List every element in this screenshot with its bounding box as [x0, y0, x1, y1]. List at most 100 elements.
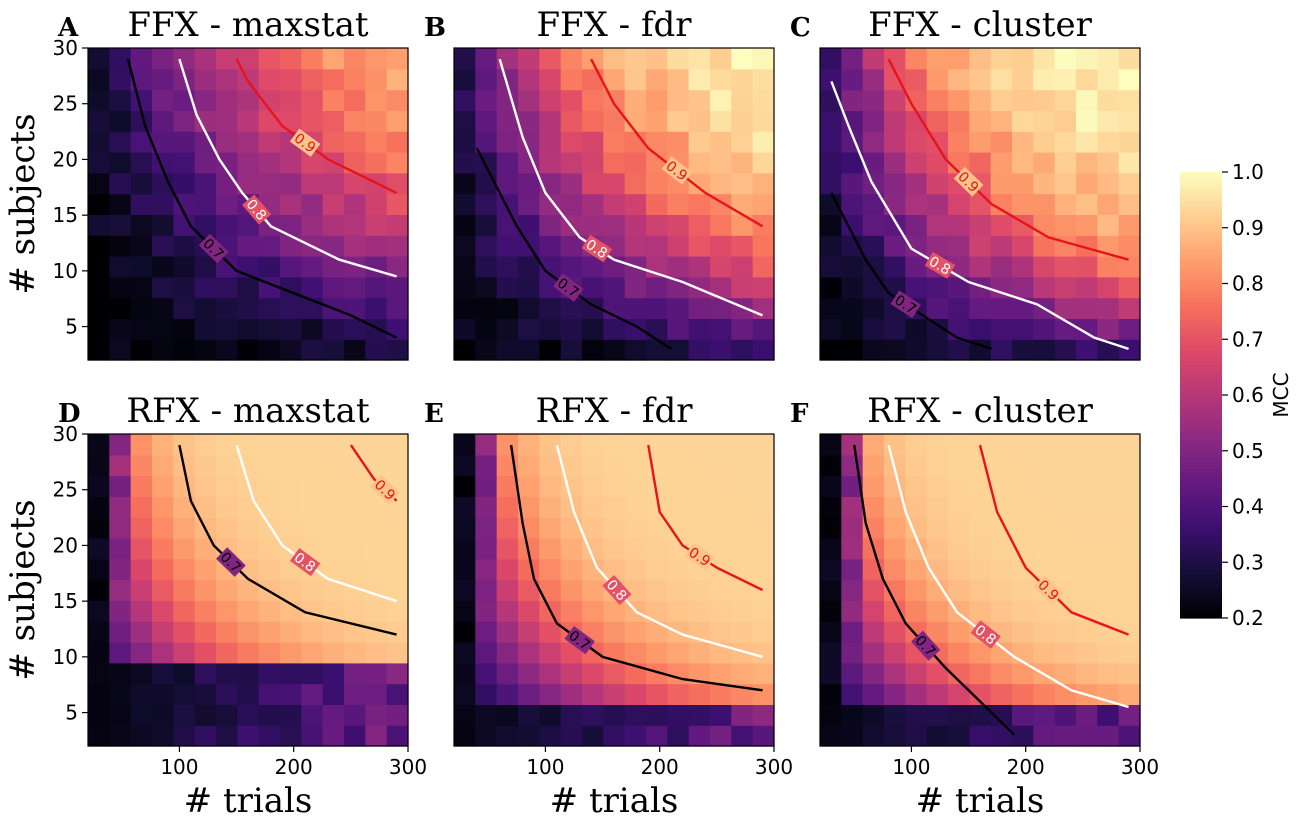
heatmap-cell — [194, 297, 217, 319]
heatmap-cell — [237, 276, 260, 299]
colorbar-segment — [1180, 603, 1222, 608]
heatmap-cell — [258, 89, 281, 111]
heatmap-cell — [130, 339, 153, 361]
heatmap-cell — [667, 214, 690, 236]
heatmap-cell — [109, 600, 132, 622]
heatmap-cell — [216, 318, 238, 340]
heatmap-cell — [386, 538, 409, 560]
heatmap-cell — [539, 642, 562, 664]
contour-label-bg — [289, 547, 321, 577]
heatmap-cell — [646, 276, 668, 299]
heatmap-cell — [344, 297, 366, 319]
heatmap-cell — [752, 475, 775, 497]
heatmap-cell — [237, 339, 260, 361]
colorbar-tick-label: 0.5 — [1232, 439, 1264, 463]
heatmap-cell — [884, 517, 906, 539]
y-axis-label: # subjects — [3, 499, 43, 680]
heatmap-cell — [969, 683, 992, 705]
heatmap-cell — [710, 579, 732, 601]
heatmap-cell — [731, 68, 754, 91]
heatmap-cell — [496, 642, 519, 664]
colorbar-tick-label: 0.3 — [1232, 550, 1264, 574]
heatmap-cell — [386, 131, 409, 153]
heatmap-cell — [582, 496, 604, 518]
heatmap-cell — [624, 68, 647, 91]
heatmap-cell — [386, 152, 409, 174]
heatmap-cell — [130, 621, 153, 643]
heatmap-cell — [948, 579, 970, 601]
heatmap-cell — [454, 48, 476, 70]
heatmap-cell — [1118, 68, 1141, 91]
heatmap-cell — [1076, 235, 1098, 257]
heatmap-cell — [603, 89, 626, 111]
heatmap-cell — [1118, 110, 1141, 132]
heatmap-cell — [386, 496, 409, 518]
heatmap-cell — [88, 89, 110, 111]
heatmap-cell — [258, 256, 281, 278]
heatmap-cell — [1076, 579, 1098, 601]
heatmap-cell — [344, 172, 366, 195]
panel-title: FFX - maxstat — [127, 5, 369, 45]
heatmap-cell — [582, 475, 604, 497]
heatmap-cell — [194, 48, 217, 70]
heatmap-cell — [88, 683, 110, 705]
heatmap-cell — [646, 475, 668, 497]
heatmap-cell — [710, 276, 732, 299]
heatmap-cell — [365, 642, 388, 664]
contour-label-bg — [242, 194, 272, 225]
heatmap-cell — [990, 89, 1013, 111]
heatmap-cell — [173, 662, 196, 685]
heatmap-cell — [301, 725, 324, 747]
heatmap-cell — [216, 434, 238, 456]
heatmap-cell — [194, 496, 217, 518]
heatmap-cell — [365, 276, 388, 299]
heatmap-cell — [905, 600, 928, 622]
contour-label-bg — [970, 620, 1001, 649]
heatmap-cell — [152, 725, 174, 747]
heatmap-cell — [1076, 193, 1098, 215]
heatmap-cell — [990, 297, 1013, 319]
panel-letter: B — [424, 13, 446, 43]
heatmap-cell — [344, 683, 366, 705]
heatmap-cell — [1054, 496, 1077, 518]
heatmap-cell — [152, 621, 174, 643]
heatmap-cell — [1012, 725, 1034, 747]
heatmap-cell — [688, 683, 711, 705]
heatmap-cell — [539, 193, 562, 215]
heatmap-cell — [667, 318, 690, 340]
panel-c: 0.70.80.9C FFX - cluster — [790, 5, 1141, 361]
heatmap-cell — [194, 725, 217, 747]
heatmap-cell — [841, 621, 864, 643]
colorbar-segment — [1180, 194, 1222, 199]
heatmap-cell — [969, 235, 992, 257]
heatmap-cell — [1054, 131, 1077, 153]
heatmap-cell — [752, 235, 775, 257]
heatmap-cell — [454, 496, 476, 518]
heatmap-cell — [365, 48, 388, 70]
colorbar-segment — [1180, 357, 1222, 363]
heatmap-cell — [1012, 454, 1034, 477]
heatmap-cell — [539, 131, 562, 153]
heatmap-cell — [603, 48, 626, 70]
heatmap-cell — [667, 704, 690, 726]
heatmap-cell — [926, 662, 949, 685]
heatmap-cell — [1033, 152, 1056, 174]
heatmap-cell — [88, 621, 110, 643]
heatmap-cell — [109, 704, 132, 726]
heatmap-cell — [710, 68, 732, 91]
heatmap-cell — [173, 725, 196, 747]
heatmap-cell — [454, 297, 476, 319]
heatmap-cell — [884, 235, 906, 257]
heatmap-cell — [301, 318, 324, 340]
colorbar-segment — [1180, 186, 1222, 192]
colorbar-segment — [1180, 383, 1222, 389]
heatmap-cell — [884, 600, 906, 622]
heatmap-cell — [841, 683, 864, 705]
heatmap-cell — [322, 339, 345, 361]
heatmap-cell — [752, 297, 775, 319]
heatmap-cell — [1097, 152, 1120, 174]
heatmap-cell — [1054, 297, 1077, 319]
heatmap-cell — [731, 496, 754, 518]
heatmap-cell — [710, 725, 732, 747]
